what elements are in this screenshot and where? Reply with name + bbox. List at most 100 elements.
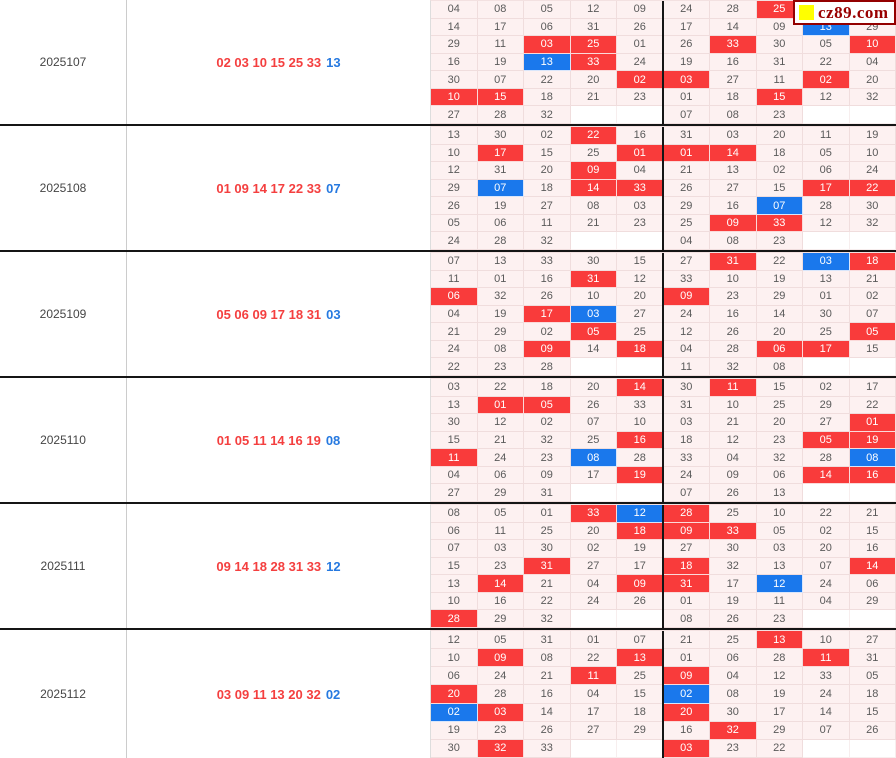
number-cell: 22: [803, 53, 850, 72]
number-cell: 30: [710, 703, 757, 722]
number-cell: 23: [477, 358, 524, 376]
red-ball-cell: 17: [803, 179, 850, 198]
number-cell: 22: [524, 71, 571, 89]
number-cell: 24: [617, 53, 664, 72]
number-cell: 28: [803, 197, 850, 215]
number-cell: 26: [524, 288, 571, 306]
number-cell: 27: [570, 721, 617, 740]
number-cell: 06: [431, 522, 478, 541]
number-cell: 14: [803, 703, 850, 722]
number-cell: 23: [477, 557, 524, 576]
empty-cell: [803, 610, 850, 628]
number-cell: 03: [431, 379, 478, 397]
number-cell: 14: [431, 18, 478, 37]
number-cell: 15: [431, 557, 478, 576]
number-cell: 01: [663, 592, 710, 611]
number-cell: 05: [803, 144, 850, 163]
number-cell: 17: [570, 703, 617, 722]
number-cell: 12: [803, 88, 850, 107]
red-ball-cell: 14: [710, 144, 757, 163]
number-cell: 13: [803, 270, 850, 289]
number-cell: 08: [431, 505, 478, 523]
number-cell: 12: [756, 667, 803, 686]
number-cell: 21: [524, 667, 571, 686]
number-cell: 11: [431, 270, 478, 289]
number-cell: 29: [477, 484, 524, 502]
number-cell: 23: [710, 288, 757, 306]
number-cell: 06: [710, 649, 757, 668]
number-cell: 29: [477, 323, 524, 341]
number-cell: 23: [710, 739, 757, 758]
number-cell: 22: [477, 379, 524, 397]
number-cell: 24: [477, 667, 524, 686]
number-cell: 25: [803, 323, 850, 341]
number-cell: 04: [617, 162, 664, 180]
number-cell: 32: [710, 557, 757, 576]
group-divider: [662, 1, 664, 124]
number-cell: 33: [663, 449, 710, 467]
red-ball-cell: 03: [524, 36, 571, 54]
red-ball-cell: 17: [803, 340, 850, 359]
number-cell: 18: [524, 379, 571, 397]
number-cell: 04: [570, 685, 617, 704]
number-cell: 07: [570, 414, 617, 432]
number-cell: 30: [431, 739, 478, 758]
red-ball-cell: 10: [849, 36, 896, 54]
number-cell: 19: [756, 270, 803, 289]
number-cell: 03: [663, 414, 710, 432]
empty-cell: [570, 358, 617, 376]
number-cell: 13: [431, 575, 478, 593]
number-cell: 24: [663, 305, 710, 324]
number-cell: 04: [431, 305, 478, 324]
red-ball-cell: 33: [570, 505, 617, 523]
empty-cell: [803, 106, 850, 124]
number-cell: 24: [431, 232, 478, 250]
number-cell: 15: [617, 685, 664, 704]
number-cell: 26: [710, 484, 757, 502]
number-cell: 21: [570, 214, 617, 233]
number-cell: 08: [710, 685, 757, 704]
number-cell: 11: [756, 71, 803, 89]
site-logo[interactable]: cz89.com: [793, 0, 896, 25]
number-cell: 05: [756, 522, 803, 541]
number-cell: 29: [849, 592, 896, 611]
number-cell: 25: [756, 396, 803, 415]
number-cell: 31: [663, 127, 710, 145]
number-cell: 26: [849, 721, 896, 740]
red-ball-cell: 03: [663, 739, 710, 758]
red-ball-cell: 03: [477, 703, 524, 722]
winning-numbers: 01 05 11 14 16 19 08: [127, 378, 430, 502]
red-ball-cell: 01: [663, 144, 710, 163]
number-cell: 07: [431, 540, 478, 558]
empty-cell: [617, 106, 664, 124]
number-cell: 28: [477, 232, 524, 250]
number-cell: 16: [710, 305, 757, 324]
blue-ball-cell: 12: [617, 505, 664, 523]
number-cell: 21: [524, 575, 571, 593]
number-cell: 05: [431, 214, 478, 233]
number-cell: 04: [710, 667, 757, 686]
period-block: 2025107 02 03 10 15 25 33 13 04 08 05 12 09 2…: [0, 0, 896, 126]
number-cell: 30: [663, 379, 710, 397]
number-cell: 04: [710, 449, 757, 467]
number-cell: 18: [756, 144, 803, 163]
winning-numbers: 01 09 14 17 22 33 07: [127, 126, 430, 250]
number-grid: 07 13 33 30 15 27 31 22 03 18 11 01 16 31 12 33 10 19 13 21…: [430, 252, 896, 376]
number-cell: 26: [524, 721, 571, 740]
number-cell: 22: [803, 505, 850, 523]
number-cell: 30: [803, 305, 850, 324]
number-cell: 06: [849, 575, 896, 593]
site-logo-text: cz89.com: [818, 3, 889, 22]
number-cell: 21: [477, 431, 524, 450]
red-ball-cell: 13: [756, 631, 803, 650]
number-cell: 02: [803, 379, 850, 397]
red-ball-cell: 14: [849, 557, 896, 576]
number-cell: 11: [663, 358, 710, 376]
number-cell: 04: [431, 466, 478, 485]
number-cell: 10: [803, 631, 850, 650]
blue-ball-cell: 08: [849, 449, 896, 467]
number-cell: 28: [477, 685, 524, 704]
red-ball-cell: 22: [570, 127, 617, 145]
red-ball-cell: 14: [803, 466, 850, 485]
number-cell: 07: [849, 305, 896, 324]
